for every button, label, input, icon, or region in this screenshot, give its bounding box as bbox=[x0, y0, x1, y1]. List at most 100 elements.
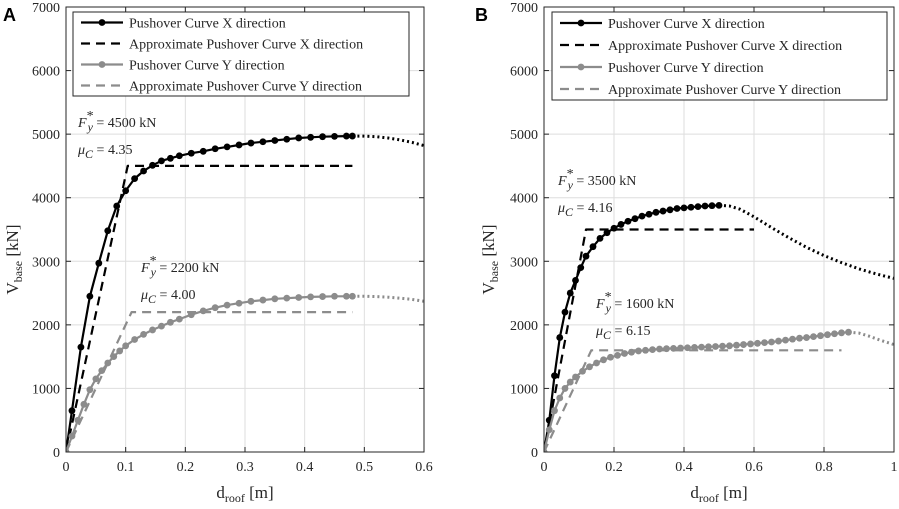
data-point bbox=[343, 132, 350, 140]
data-point bbox=[551, 372, 558, 380]
data-point bbox=[556, 394, 564, 402]
data-point bbox=[199, 147, 207, 155]
data-point bbox=[796, 334, 803, 342]
y-tick-label: 4000 bbox=[510, 192, 538, 207]
x-axis-label: droof [m] bbox=[216, 483, 273, 505]
legend-label: Approximate Pushover Curve Y direction bbox=[129, 80, 362, 95]
data-point bbox=[235, 141, 243, 149]
x-tick-label: 0.2 bbox=[605, 460, 623, 475]
x-tick-label: 0.5 bbox=[356, 460, 374, 475]
data-point bbox=[331, 292, 338, 300]
legend-label: Approximate Pushover Curve X direction bbox=[129, 38, 363, 53]
x-axis-label-unit: [m] bbox=[245, 483, 274, 502]
data-point bbox=[705, 343, 712, 351]
data-point bbox=[768, 338, 775, 346]
annotation-mu-subscript: C bbox=[603, 328, 612, 342]
data-point bbox=[307, 293, 315, 301]
data-point bbox=[259, 296, 267, 304]
axes-frame bbox=[543, 6, 895, 453]
y-tick-label: 0 bbox=[53, 446, 60, 461]
data-point bbox=[80, 400, 88, 408]
data-point bbox=[149, 326, 156, 334]
data-point bbox=[319, 133, 326, 141]
x-tick-label: 0 bbox=[541, 460, 548, 475]
data-point bbox=[621, 350, 628, 357]
y-axis-label-unit: [kN] bbox=[3, 225, 22, 261]
data-point bbox=[652, 208, 660, 216]
data-point bbox=[603, 229, 611, 237]
annotation-fy-star: * bbox=[150, 254, 157, 269]
data-point bbox=[223, 143, 231, 151]
data-point bbox=[131, 175, 139, 183]
data-point bbox=[708, 202, 716, 210]
data-point bbox=[586, 363, 593, 371]
data-point bbox=[158, 157, 165, 165]
y-tick-label: 7000 bbox=[32, 1, 60, 16]
data-point bbox=[582, 252, 590, 260]
x-axis-label-unit: [m] bbox=[719, 483, 748, 502]
annotation-mu: μC = 4.35 bbox=[77, 143, 132, 161]
data-point bbox=[295, 294, 303, 301]
annotation-mu-value: = 4.16 bbox=[573, 201, 612, 216]
data-point bbox=[319, 293, 326, 300]
data-point bbox=[561, 308, 569, 316]
data-point bbox=[614, 351, 621, 359]
annotation-mu: μC = 4.16 bbox=[557, 201, 612, 219]
legend-marker bbox=[577, 63, 585, 71]
data-point bbox=[831, 330, 838, 338]
series-line bbox=[544, 331, 849, 452]
series-group bbox=[544, 201, 894, 452]
legend-marker bbox=[98, 61, 106, 68]
y-tick-label: 2000 bbox=[32, 319, 60, 334]
data-point bbox=[810, 333, 817, 341]
data-point bbox=[747, 340, 754, 348]
data-point bbox=[247, 139, 255, 147]
series-line bbox=[544, 204, 720, 452]
data-point bbox=[187, 149, 195, 157]
annotation-fy-value: = 3500 kN bbox=[573, 174, 637, 189]
panel-letter: B bbox=[475, 5, 488, 25]
data-point bbox=[140, 167, 147, 175]
panel-letter: A bbox=[3, 5, 16, 25]
x-tick-label: 0.1 bbox=[117, 460, 135, 475]
data-point bbox=[610, 224, 618, 232]
annotation-mu-symbol: μ bbox=[595, 324, 603, 339]
x-tick-label: 0.2 bbox=[177, 460, 195, 475]
data-point bbox=[596, 235, 604, 242]
data-point bbox=[295, 134, 303, 142]
x-tick-label: 0.8 bbox=[815, 460, 833, 475]
annotation-fy-subscript: y bbox=[605, 301, 612, 315]
data-point bbox=[600, 356, 607, 364]
data-point bbox=[104, 227, 112, 235]
series-group bbox=[66, 132, 424, 452]
annotation-fy-subscript: y bbox=[567, 178, 574, 192]
series-line bbox=[352, 134, 424, 148]
data-point bbox=[68, 407, 76, 415]
data-point bbox=[817, 332, 824, 340]
annotation-mu: μC = 4.00 bbox=[140, 288, 195, 306]
data-point bbox=[86, 292, 94, 300]
data-point bbox=[116, 347, 124, 355]
data-point bbox=[719, 342, 726, 350]
data-point bbox=[754, 339, 761, 347]
data-point bbox=[167, 318, 174, 326]
x-tick-label: 0.6 bbox=[415, 460, 433, 475]
data-point bbox=[95, 259, 103, 267]
legend-label: Pushover Curve X direction bbox=[129, 17, 286, 32]
data-point bbox=[211, 145, 219, 153]
data-point bbox=[199, 307, 207, 315]
y-axis-label-subscript: base bbox=[11, 261, 25, 282]
data-point bbox=[593, 359, 600, 367]
data-point bbox=[167, 154, 174, 162]
legend-label: Pushover Curve Y direction bbox=[129, 59, 285, 74]
data-point bbox=[733, 341, 740, 349]
legend-label: Pushover Curve X direction bbox=[608, 17, 765, 32]
data-point bbox=[607, 353, 614, 361]
y-axis-label-main: V bbox=[479, 281, 498, 294]
data-point bbox=[283, 294, 291, 302]
data-point bbox=[789, 335, 796, 343]
legend-box bbox=[551, 11, 888, 101]
data-point bbox=[726, 342, 733, 350]
annotation-fy-value: = 1600 kN bbox=[611, 297, 675, 312]
